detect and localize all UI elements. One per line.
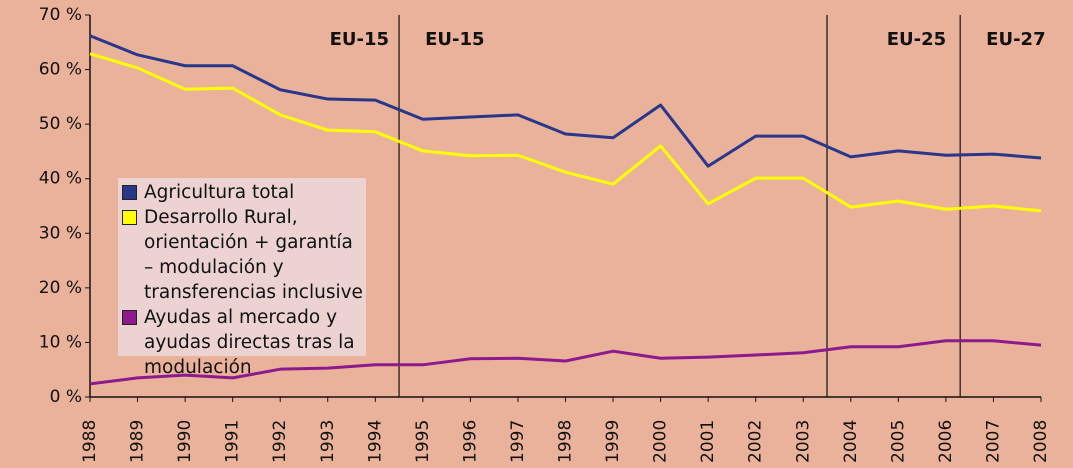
x-tick-label: 1995 — [413, 420, 433, 463]
x-tick-label: 2007 — [983, 420, 1003, 463]
x-tick-label: 2000 — [651, 420, 671, 463]
series-line — [89, 339, 1042, 386]
x-tick-label: 1993 — [318, 420, 338, 463]
legend-item: Agricultura total — [118, 180, 366, 205]
x-tick-label: 2001 — [698, 420, 718, 463]
legend-item: Desarrollo Rural, orientación + garantía… — [118, 205, 366, 305]
x-tick-label: 2008 — [1031, 420, 1051, 463]
legend-swatch — [122, 310, 137, 325]
period-label: EU-15 — [425, 29, 484, 50]
x-tick-label: 2005 — [888, 420, 908, 463]
x-tick-label: 2006 — [936, 420, 956, 463]
x-tick-label: 1999 — [603, 420, 623, 463]
legend-swatch — [122, 210, 137, 225]
y-tick-label: 30 % — [39, 223, 82, 243]
x-tick-label: 1997 — [508, 420, 528, 463]
x-tick-label: 2003 — [793, 420, 813, 463]
x-tick-label: 1990 — [175, 420, 195, 463]
period-label: EU-15 — [330, 29, 389, 50]
x-tick-label: 1991 — [223, 420, 243, 463]
x-tick-label: 2002 — [746, 420, 766, 463]
x-tick-label: 1989 — [128, 420, 148, 463]
y-tick-label: 70 % — [39, 5, 82, 25]
legend-label: Ayudas al mercado y ayudas directas tras… — [144, 307, 355, 378]
x-tick-label: 1996 — [460, 420, 480, 463]
y-tick-label: 50 % — [39, 114, 82, 134]
legend-item: Ayudas al mercado y ayudas directas tras… — [118, 305, 366, 380]
y-tick-label: 40 % — [39, 169, 82, 189]
y-tick-label: 20 % — [39, 278, 82, 298]
legend-swatch — [122, 185, 137, 200]
period-label: EU-25 — [887, 29, 946, 50]
x-tick-label: 1994 — [365, 420, 385, 463]
x-tick-label: 1988 — [80, 420, 100, 463]
series-line — [89, 34, 1042, 168]
x-tick-label: 1992 — [270, 420, 290, 463]
y-tick-label: 10 % — [39, 332, 82, 352]
y-tick-label: 60 % — [39, 60, 82, 80]
y-tick-label: 0 % — [50, 387, 82, 407]
legend-label: Agricultura total — [144, 182, 295, 203]
x-tick-label: 1998 — [556, 420, 576, 463]
x-tick-label: 2004 — [841, 420, 861, 463]
legend: Agricultura total Desarrollo Rural, orien… — [118, 178, 366, 378]
legend-label: Desarrollo Rural, orientación + garantía… — [144, 207, 363, 303]
series-line — [89, 52, 1042, 213]
period-label: EU-27 — [986, 29, 1045, 50]
